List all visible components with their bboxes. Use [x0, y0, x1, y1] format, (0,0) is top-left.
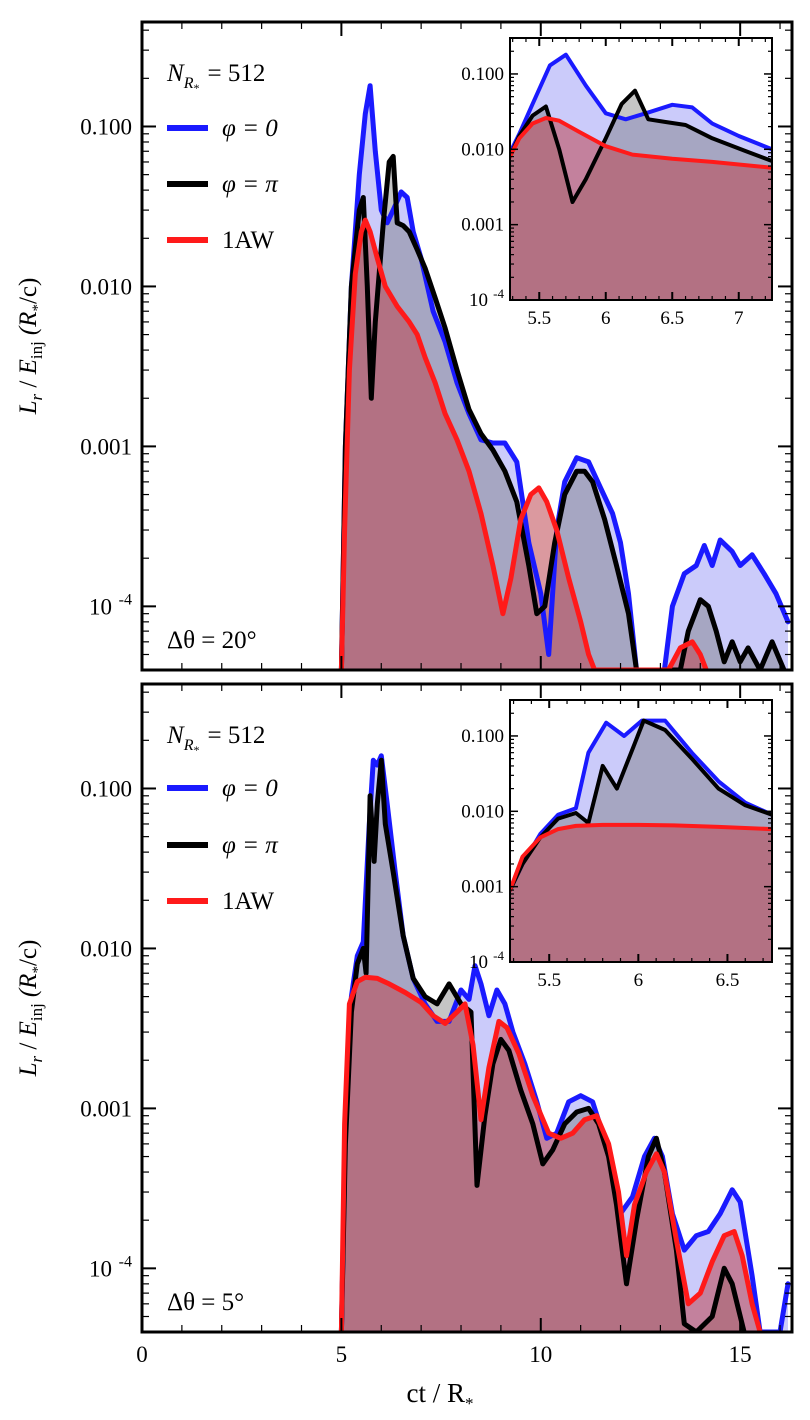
- p2-xtick-label: 0: [136, 1342, 148, 1367]
- legend-resolution-label: NR*= 512: [166, 60, 265, 95]
- p1-ytick-label: 0.010: [80, 274, 132, 299]
- top-inset-series: [510, 52, 772, 300]
- i1-xtick-label: 7: [734, 308, 744, 329]
- bottom-panel-series: [338, 753, 791, 1332]
- top-panel-frame: [140, 20, 794, 672]
- bottom-panel-axes: 0.100 0.010 0.001 10 -4 0 5 10 15: [80, 684, 792, 1367]
- i2-line-1: [510, 718, 772, 893]
- p2-ytick-label: 0.001: [80, 1096, 132, 1121]
- top-panel-legend: NR*= 512 φ = 0 φ = π 1AW: [166, 60, 279, 254]
- i1-xtick-label: 6: [601, 308, 611, 329]
- i1-xtick-label: 5.5: [527, 308, 551, 329]
- i1-ytick-label: 0.001: [461, 215, 504, 236]
- bottom-panel-annotation: Δθ = 5°: [167, 1289, 244, 1316]
- bottom-inset-frame: [509, 699, 773, 963]
- i2-xtick-label: 5.5: [537, 970, 561, 991]
- p2-ytick-label: 10: [89, 1256, 112, 1281]
- legend-label-phipi-2: φ = π: [222, 832, 279, 859]
- p2-ytick-label: 0.100: [80, 776, 132, 801]
- p1-ytick-label: 0.001: [80, 434, 132, 459]
- i2-ytick-label: 10: [469, 952, 488, 973]
- top-inset: 0.100 0.010 0.001 10 -4 5.5 6 6.5 7: [461, 37, 773, 329]
- p2-ytick-label: 0.010: [80, 936, 132, 961]
- bottom-inset-series: [510, 718, 772, 962]
- i1-ytick-label: 0.010: [461, 139, 504, 160]
- i2-ytick-label: 0.100: [461, 726, 504, 747]
- p1-area-2: [341, 220, 707, 670]
- p2-xtick-label: 5: [336, 1342, 348, 1367]
- p2-xtick-label: 10: [529, 1342, 552, 1367]
- legend-label-1aw: 1AW: [222, 227, 275, 254]
- p2-line-1: [338, 757, 747, 1332]
- i1-ytick-label: 0.100: [461, 64, 504, 85]
- legend-label-phi0-2: φ = 0: [222, 775, 278, 802]
- bottom-inset: 0.100 0.010 0.001 10 -4 5.5 6 6.5: [461, 699, 773, 991]
- i2-xtick-label: 6: [634, 970, 644, 991]
- legend-label-phipi: φ = π: [222, 171, 279, 198]
- i2-line-2: [510, 822, 772, 893]
- p1-line-2: [338, 217, 709, 670]
- p2-xtick-label: 15: [729, 1342, 752, 1367]
- top-panel-y-axis: 0.100 0.010 0.001 10 -4: [80, 22, 792, 671]
- bottom-panel: 0.100 0.010 0.001 10 -4 0 5 10 15 NR*= 512 φ = 0…: [80, 682, 794, 1367]
- top-panel-series: [338, 83, 791, 670]
- bottom-panel-frame: [140, 682, 794, 1334]
- i2-area-2: [510, 824, 772, 962]
- i1-ytick-label: 10: [469, 290, 488, 311]
- legend-label-1aw-2: 1AW: [222, 888, 275, 915]
- i2-xtick-label: 6.5: [716, 970, 740, 991]
- legend-label-phi0: φ = 0: [222, 115, 278, 142]
- x-axis-label: ct / R*: [407, 1378, 474, 1413]
- i1-ytick-exponent: -4: [493, 286, 504, 301]
- top-inset-frame: [509, 37, 773, 301]
- i2-line-0: [510, 718, 772, 893]
- bottom-panel-legend: NR*= 512 φ = 0 φ = π 1AW: [166, 722, 279, 915]
- top-inset-axes: 0.100 0.010 0.001 10 -4 5.5 6 6.5 7: [461, 38, 772, 329]
- legend-resolution-label-2: NR*= 512: [166, 722, 265, 757]
- i1-area-2: [510, 118, 772, 300]
- p1-ytick-label: 0.100: [80, 114, 132, 139]
- i1-line-1: [510, 88, 772, 204]
- i2-ytick-label: 0.001: [461, 877, 504, 898]
- y-axis-label-top: Lr / Einj(R*/c): [15, 278, 46, 416]
- p2-ytick-exponent: -4: [119, 1253, 132, 1270]
- top-panel: 0.100 0.010 0.001 10 -4 NR*= 512 φ = 0 φ = π…: [80, 20, 794, 672]
- p2-line-2: [338, 974, 763, 1332]
- i1-xtick-label: 6.5: [660, 308, 684, 329]
- i2-ytick-exponent: -4: [493, 948, 504, 963]
- i2-ytick-label: 0.010: [461, 801, 504, 822]
- i1-line-2: [510, 116, 772, 170]
- p1-ytick-exponent: -4: [119, 591, 132, 608]
- bottom-inset-axes: 0.100 0.010 0.001 10 -4 5.5 6 6.5: [461, 700, 772, 991]
- top-panel-annotation: Δθ = 20°: [167, 627, 257, 654]
- p1-ytick-label: 10: [89, 594, 112, 619]
- p1-line-1: [338, 153, 787, 670]
- y-axis-label-bottom: Lr / Einj(R*/c): [15, 940, 46, 1078]
